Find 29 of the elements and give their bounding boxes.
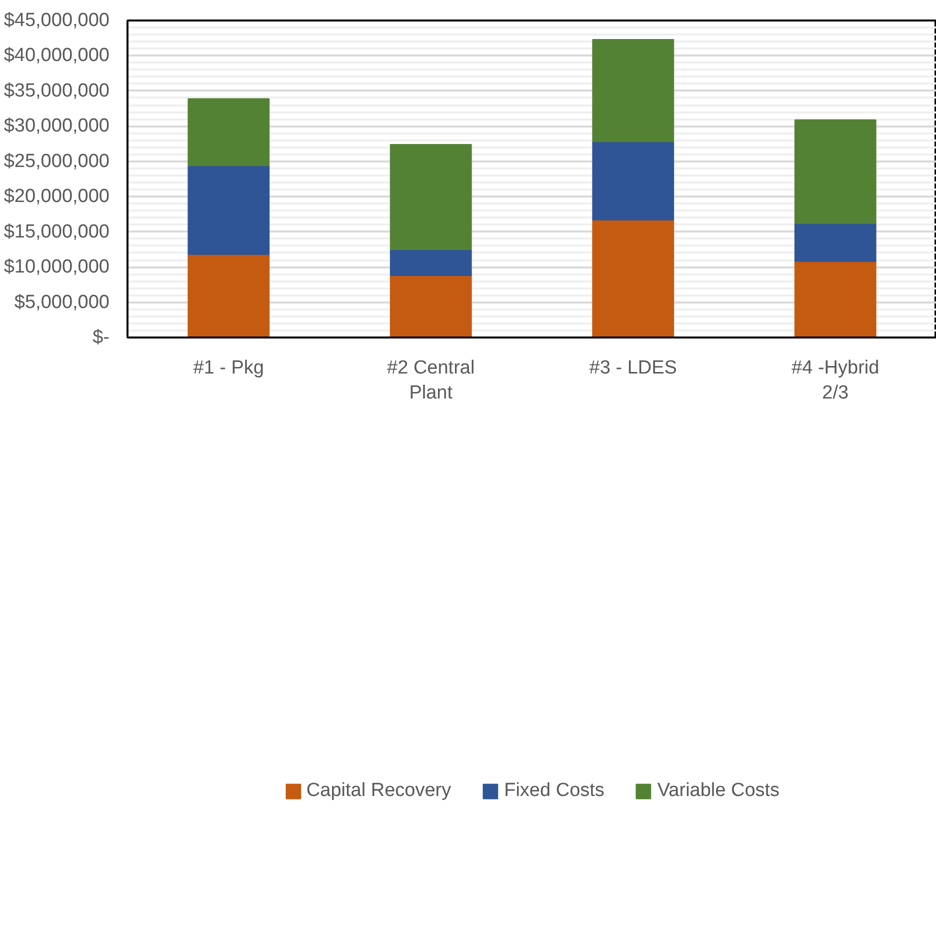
bar <box>390 275 472 338</box>
y-tick-label: $15,000,000 <box>4 221 110 242</box>
y-tick-label: $- <box>92 327 110 348</box>
y-tick-label: $45,000,000 <box>4 10 110 31</box>
bar <box>794 222 876 262</box>
legend-label: Capital Recovery <box>306 780 452 802</box>
bar <box>390 248 472 276</box>
x-tick-label: #4 -Hybrid 2/3 <box>792 358 880 404</box>
bar <box>390 144 472 250</box>
y-tick-label: $35,000,000 <box>4 80 110 102</box>
bar <box>592 219 674 338</box>
y-tick-label: $10,000,000 <box>4 256 110 278</box>
y-tick-label: $40,000,000 <box>4 45 110 66</box>
bar <box>188 98 270 166</box>
bar <box>794 260 876 338</box>
x-tick-label: #2 Central Plant <box>387 358 475 404</box>
bar <box>592 39 674 142</box>
legend-label: Variable Costs <box>657 780 780 802</box>
x-tick-label: #1 - Pkg <box>193 358 264 378</box>
legend-label: Fixed Costs <box>504 780 604 802</box>
bar <box>592 141 674 220</box>
y-tick-label: $20,000,000 <box>4 186 110 208</box>
y-tick-label: $25,000,000 <box>4 150 110 172</box>
x-tick-label: #3 - LDES <box>589 358 677 378</box>
bar <box>188 165 270 255</box>
y-tick-label: $30,000,000 <box>4 116 110 137</box>
bar <box>794 119 876 224</box>
y-tick-label: $5,000,000 <box>14 292 110 313</box>
bar <box>188 254 270 338</box>
